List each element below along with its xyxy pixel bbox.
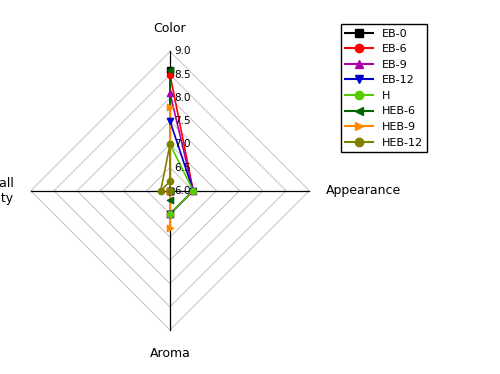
Text: 7.5: 7.5 [174,116,191,126]
Point [166,188,174,194]
Point [166,211,174,217]
Point [166,141,174,147]
Text: 8.0: 8.0 [174,93,190,103]
Point [166,118,174,124]
Point [166,211,174,217]
Point [189,188,197,194]
Text: Overall
Acceptability: Overall Acceptability [0,177,14,205]
Point [166,188,174,194]
Point [166,197,174,203]
Point [166,188,174,194]
Point [166,104,174,110]
Point [166,211,174,217]
Text: Aroma: Aroma [150,347,190,360]
Point [166,188,174,194]
Point [166,225,174,231]
Text: Color: Color [154,22,186,35]
Point [189,188,197,194]
Point [166,211,174,217]
Point [166,188,174,194]
Point [166,67,174,73]
Text: 8.5: 8.5 [174,70,191,80]
Point [166,188,174,194]
Text: 6.5: 6.5 [174,163,191,172]
Point [166,211,174,217]
Text: 6.0: 6.0 [174,186,190,196]
Point [166,188,174,194]
Point [189,188,197,194]
Legend: EB-0, EB-6, EB-9, EB-12, H, HEB-6, HEB-9, HEB-12: EB-0, EB-6, EB-9, EB-12, H, HEB-6, HEB-9… [340,24,427,152]
Point [166,188,174,194]
Point [166,141,174,147]
Text: Appearance: Appearance [326,184,402,197]
Point [166,188,174,194]
Point [189,188,197,194]
Point [166,188,174,194]
Text: 7.0: 7.0 [174,139,190,149]
Point [156,188,164,194]
Text: 9.0: 9.0 [174,46,190,56]
Point [166,178,174,184]
Point [166,72,174,78]
Point [166,67,174,73]
Point [166,188,174,194]
Point [166,90,174,96]
